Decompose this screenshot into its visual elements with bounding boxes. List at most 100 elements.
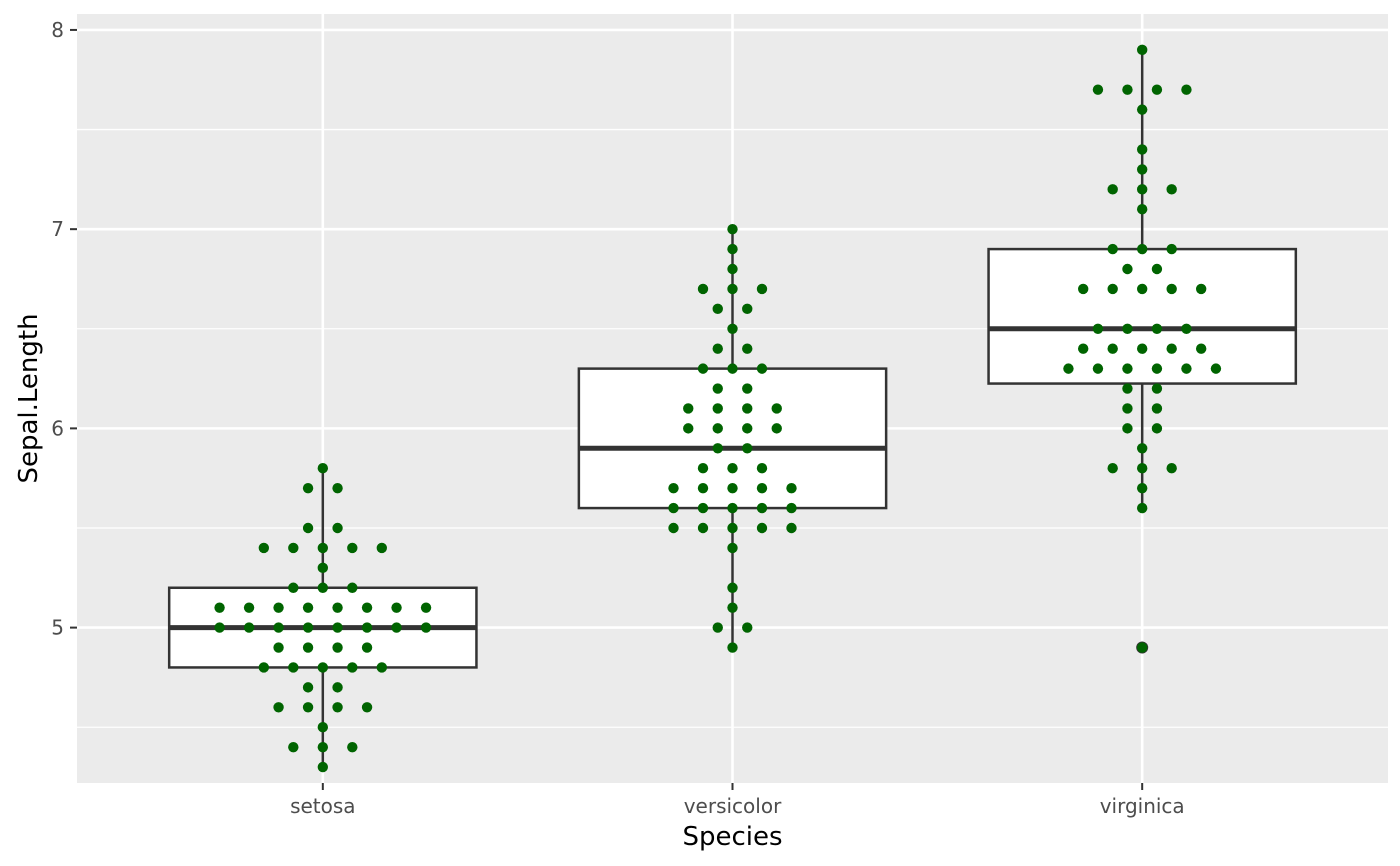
data-point [258,662,270,673]
y-tick-label: 6 [51,416,64,440]
data-point [1210,363,1222,374]
data-point [1063,363,1074,374]
data-point [1107,243,1118,255]
data-point [727,283,738,295]
data-point [332,482,343,494]
y-tick-label: 7 [51,217,64,241]
data-point [1136,443,1148,454]
data-point [1136,463,1148,474]
data-point [361,642,373,653]
data-point [1136,204,1148,215]
data-point [1136,44,1148,56]
data-point [317,562,329,574]
data-point [727,463,738,474]
data-point [742,303,753,315]
data-point [756,502,768,514]
data-point [697,502,709,514]
data-point [302,602,314,613]
data-point [727,482,738,494]
x-axis: setosa versicolor virginica [290,783,1185,818]
data-point [786,522,797,534]
data-point [697,522,709,534]
data-point [420,602,432,613]
data-point [771,403,782,414]
data-point [742,383,753,394]
box-virginica [987,49,1298,654]
data-point [756,463,768,474]
data-point [1122,84,1133,95]
data-point [1092,84,1104,95]
data-point [683,423,694,434]
data-point [697,363,709,374]
data-point [391,622,402,633]
data-point [1151,383,1163,394]
data-point [756,482,768,494]
data-point [1151,423,1163,434]
data-point [302,682,314,693]
data-point [1151,263,1163,275]
data-point [214,622,225,633]
data-point [243,622,255,633]
data-point [288,741,299,753]
y-axis: 5 6 7 8 [51,18,77,640]
data-point [1107,463,1118,474]
data-point [712,343,723,354]
data-point [317,542,329,554]
data-point [347,582,358,593]
data-point [683,403,694,414]
data-point [727,323,738,334]
data-point [1122,363,1133,374]
data-point [1195,343,1207,354]
data-point [1122,403,1133,414]
data-point [1092,363,1104,374]
data-point [302,702,314,713]
data-point [1151,323,1163,334]
data-point [1181,363,1192,374]
data-point [712,622,723,633]
data-point [273,602,284,613]
x-tick-label-virginica: virginica [1100,794,1185,818]
data-point [727,363,738,374]
data-point [1122,423,1133,434]
data-point [1092,323,1104,334]
data-point [1166,243,1177,255]
data-point [742,443,753,454]
data-point [1077,283,1089,295]
data-point [273,642,284,653]
data-point [317,761,329,773]
data-point [332,602,343,613]
data-point [214,602,225,613]
data-point [727,582,738,593]
x-tick-label-versicolor: versicolor [684,794,782,818]
data-point [1122,383,1133,394]
data-point [742,423,753,434]
data-point [288,542,299,554]
data-point [1136,642,1148,653]
x-axis-title: Species [682,822,782,852]
data-point [1166,463,1177,474]
data-point [1077,343,1089,354]
data-point [361,702,373,713]
data-point [1107,343,1118,354]
data-point [727,522,738,534]
data-point [376,542,388,554]
data-point [697,283,709,295]
data-point [1136,243,1148,255]
data-point [727,502,738,514]
data-point [771,423,782,434]
data-point [258,542,270,554]
data-point [756,363,768,374]
data-point [668,522,679,534]
data-point [302,622,314,633]
data-point [1136,184,1148,195]
data-point [1166,184,1177,195]
data-point [697,463,709,474]
data-point [332,622,343,633]
data-point [727,223,738,235]
data-point [1107,184,1118,195]
data-point [1107,283,1118,295]
data-point [742,343,753,354]
x-tick-label-setosa: setosa [290,794,355,818]
data-point [668,482,679,494]
